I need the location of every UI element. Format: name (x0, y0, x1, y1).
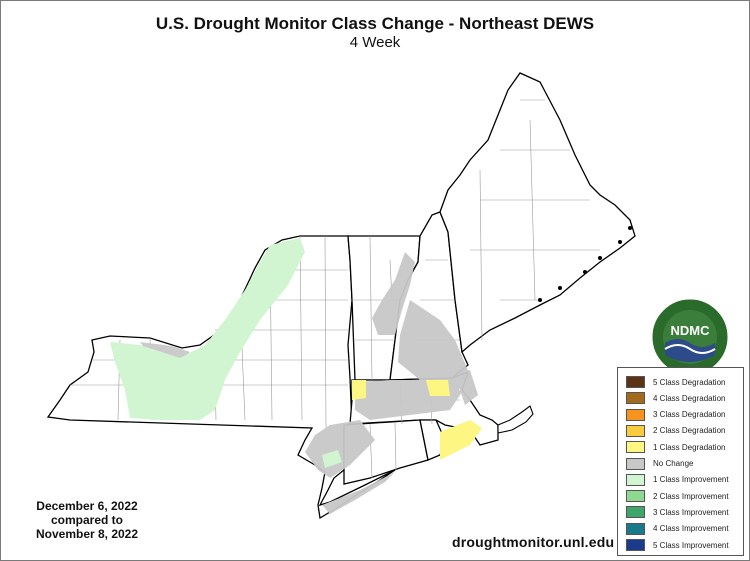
region-cape-cod (497, 405, 534, 434)
legend-swatch (626, 392, 645, 405)
ndmc-logo: NDMC (650, 297, 730, 382)
legend-item: 5 Class Degradation (626, 376, 725, 388)
legend-swatch (626, 424, 645, 437)
legend-swatch (626, 473, 645, 486)
legend-item: 2 Class Improvement (626, 490, 729, 503)
legend-item: 3 Class Degradation (626, 408, 726, 421)
legend-item: 4 Class Degradation (626, 392, 726, 405)
region-maine (439, 72, 636, 354)
date-compared-to: compared to (50, 513, 123, 527)
legend-item: No Change (626, 457, 694, 470)
legend-label: 2 Class Improvement (653, 491, 729, 501)
legend-swatch (626, 490, 645, 503)
legend-swatch (626, 457, 645, 470)
legend: 5 Class Degradation 4 Class Degradation 3 … (617, 367, 744, 556)
degradation-areas (352, 380, 482, 460)
legend-label: No Change (653, 459, 694, 468)
legend-item: 2 Class Degradation (626, 424, 726, 437)
legend-label: 2 Class Degradation (653, 426, 726, 436)
legend-swatch (626, 376, 645, 388)
legend-label: 3 Class Degradation (653, 410, 726, 420)
legend-label: 3 Class Improvement (653, 507, 729, 517)
legend-swatch (626, 441, 645, 454)
date-current: December 6, 2022 (36, 499, 138, 513)
legend-item: 3 Class Improvement (626, 506, 729, 519)
legend-label: 4 Class Degradation (653, 393, 726, 403)
logo-text: NDMC (671, 323, 711, 338)
date-comparison: December 6, 2022 compared to November 8,… (12, 499, 162, 541)
legend-swatch (626, 539, 645, 551)
legend-item: 1 Class Improvement (626, 473, 729, 486)
no-change-areas (140, 252, 478, 514)
legend-item: 4 Class Improvement (626, 522, 729, 535)
legend-label: 5 Class Improvement (653, 540, 729, 550)
maine-coast-islands (538, 226, 632, 302)
legend-label: 1 Class Degradation (653, 442, 726, 452)
legend-swatch (626, 522, 645, 535)
improvement-areas (110, 238, 342, 468)
legend-swatch (626, 506, 645, 519)
source-url[interactable]: droughtmonitor.unl.edu (452, 534, 615, 550)
legend-swatch (626, 408, 645, 421)
legend-label: 4 Class Improvement (653, 524, 729, 534)
map-title: U.S. Drought Monitor Class Change - Nort… (155, 14, 595, 33)
legend-label: 1 Class Improvement (653, 475, 729, 485)
legend-label: 5 Class Degradation (653, 377, 726, 387)
map-subtitle: 4 Week (349, 34, 401, 51)
date-previous: November 8, 2022 (35, 527, 139, 541)
legend-item: 5 Class Improvement (626, 539, 729, 551)
legend-item: 1 Class Degradation (626, 441, 726, 454)
